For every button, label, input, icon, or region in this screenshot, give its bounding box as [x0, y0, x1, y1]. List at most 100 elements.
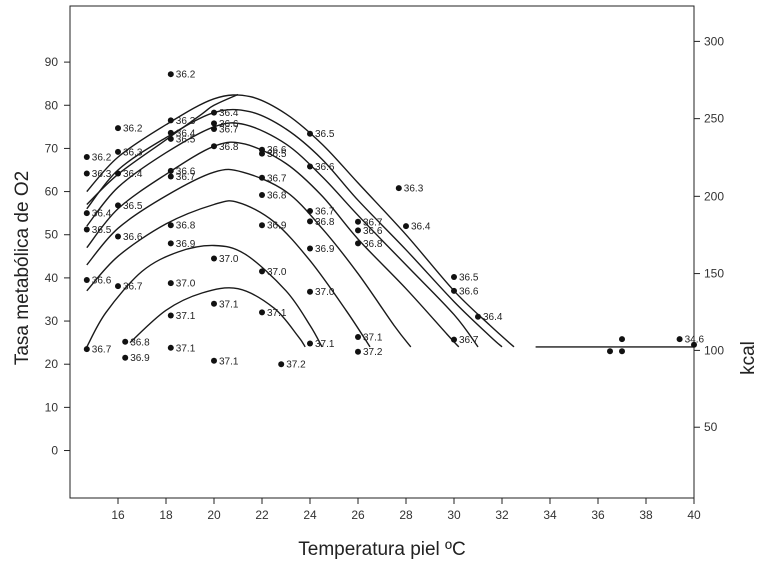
data-label: 36.7	[363, 217, 383, 228]
data-label: 36.4	[411, 222, 431, 233]
data-point	[167, 222, 174, 229]
data-label: 36.9	[267, 221, 287, 232]
y2-tick-label: 250	[704, 112, 724, 126]
data-label: 37.2	[363, 347, 383, 358]
data-point	[122, 354, 129, 361]
x-tick-label: 18	[159, 508, 173, 522]
data-label: 36.7	[123, 282, 143, 293]
data-label: 37.0	[267, 267, 287, 278]
data-point	[676, 336, 683, 343]
data-label: 36.4	[123, 169, 143, 180]
y-tick-label: 90	[45, 55, 59, 69]
data-point	[167, 173, 174, 180]
data-point	[167, 117, 174, 124]
data-label: 36.5	[267, 149, 287, 160]
curve-line-2	[86, 108, 503, 348]
data-label: 36.5	[92, 225, 112, 236]
data-point	[691, 341, 697, 348]
data-point	[307, 163, 313, 170]
data-label: 34.6	[685, 335, 705, 346]
data-point	[307, 288, 313, 295]
data-point	[619, 336, 625, 343]
x-tick-label: 34	[543, 508, 557, 522]
data-label: 36.2	[92, 153, 112, 164]
data-point	[115, 233, 121, 240]
curve-line-7	[86, 244, 323, 348]
data-label: 37.1	[315, 339, 335, 350]
data-point	[211, 143, 217, 150]
data-point	[259, 222, 265, 229]
curve-line-4	[86, 141, 460, 348]
data-point	[607, 348, 613, 355]
data-label: 37.1	[267, 308, 287, 319]
data-point	[211, 109, 217, 116]
data-label: 37.1	[219, 356, 239, 367]
data-point	[115, 125, 121, 132]
data-label: 37.1	[176, 311, 196, 322]
data-label: 36.8	[267, 191, 287, 202]
data-point	[167, 167, 174, 174]
data-point	[211, 126, 217, 132]
data-point	[167, 129, 174, 136]
data-point	[167, 240, 174, 247]
data-label: 36.2	[176, 70, 196, 81]
data-label: 37.0	[176, 279, 196, 290]
data-label: 36.8	[219, 142, 239, 153]
data-point	[403, 223, 409, 230]
data-point	[451, 287, 457, 294]
data-point	[307, 340, 313, 347]
y-tick-label: 50	[45, 228, 59, 242]
x-tick-label: 26	[351, 508, 365, 522]
data-point	[83, 226, 90, 233]
curve-line-9	[86, 93, 239, 206]
y2-tick-label: 200	[704, 189, 724, 203]
data-point	[619, 348, 625, 355]
data-label: 36.6	[92, 276, 112, 287]
data-point	[451, 336, 457, 343]
data-label: 36.5	[315, 129, 335, 140]
data-label: 36.6	[363, 226, 383, 237]
data-point	[355, 348, 361, 355]
data-label: 36.7	[92, 345, 112, 356]
data-label: 36.4	[92, 209, 112, 220]
y-tick-label: 70	[45, 141, 59, 155]
data-label: 36.8	[315, 217, 335, 228]
data-label: 36.7	[176, 172, 196, 183]
data-point	[475, 313, 481, 320]
y-tick-label: 10	[45, 400, 59, 414]
data-label: 37.1	[176, 343, 196, 354]
data-point	[167, 280, 174, 287]
data-point	[355, 227, 361, 234]
data-label: 36.6	[219, 119, 239, 130]
data-point	[167, 135, 174, 142]
y-tick-label: 80	[45, 98, 59, 112]
data-point	[83, 277, 90, 284]
data-label: 36.4	[219, 108, 239, 119]
y2-tick-label: 300	[704, 34, 724, 48]
data-label: 36.6	[459, 286, 479, 297]
data-label: 37.1	[219, 299, 239, 310]
x-tick-label: 22	[255, 508, 269, 522]
data-point	[307, 218, 313, 225]
y2-axis-title: kcal	[738, 341, 759, 375]
y2-tick-label: 100	[704, 343, 724, 357]
data-label: 36.3	[123, 147, 143, 158]
x-tick-label: 30	[447, 508, 461, 522]
y-tick-label: 0	[51, 444, 58, 458]
data-point	[355, 218, 361, 225]
y2-tick-label: 150	[704, 267, 724, 281]
data-label: 36.4	[176, 128, 196, 139]
curve-line-8	[129, 287, 306, 348]
data-label: 36.3	[404, 184, 424, 195]
x-tick-label: 16	[111, 508, 125, 522]
data-point	[211, 120, 217, 127]
data-label: 37.2	[286, 360, 306, 371]
data-label: 36.8	[176, 221, 196, 232]
data-point	[278, 361, 285, 368]
data-point	[211, 255, 217, 262]
plot-frame	[69, 5, 695, 499]
x-tick-label: 40	[687, 508, 701, 522]
data-point	[83, 210, 90, 217]
data-label: 36.6	[123, 232, 143, 243]
